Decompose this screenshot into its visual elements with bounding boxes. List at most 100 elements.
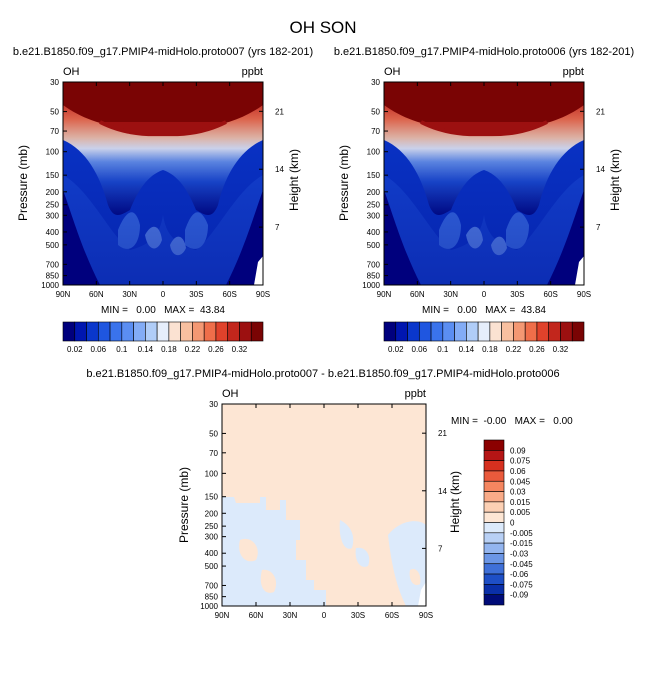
colorbar-label: 0.02 [67,345,83,354]
colorbar-label: 0.32 [232,345,248,354]
panel-2-height-tick-labels: 21 14 7 [580,107,605,232]
panel-3-plot-area [222,404,426,606]
y-tick-label: 100 [367,148,381,157]
x-tick-label: 60N [249,611,264,620]
colorbar-swatch [168,321,181,342]
y-tick-label: 500 [46,241,60,250]
colorbar-swatch [156,321,170,342]
colorbar-label: 0.045 [510,477,531,486]
panel-1: b.e21.B1850.f09_g17.PMIP4-midHolo.proto0… [13,46,313,354]
y-tick-label: 70 [50,127,59,136]
x-tick-label: 0 [322,611,327,620]
colorbar-label: 0.03 [510,488,526,497]
height-tick-label: 21 [596,107,605,116]
x-tick-label: 60S [385,611,399,620]
y-tick-label: 850 [367,272,381,281]
x-tick-label: 0 [161,290,166,299]
panel-2-var-label: OH [384,66,401,78]
colorbar-swatch [501,321,514,342]
colorbar-swatch [227,321,240,342]
panel-2-y-axis-label: Pressure (mb) [337,145,351,221]
y-tick-label: 850 [46,272,60,281]
colorbar-swatch [483,501,505,513]
colorbar-swatch [483,450,505,461]
y-tick-label: 250 [205,522,219,531]
panel-3-title: b.e21.B1850.f09_g17.PMIP4-midHolo.proto0… [86,368,559,380]
colorbar-swatch [430,321,444,342]
y-tick-label: 100 [46,148,60,157]
colorbar-label: -0.09 [510,591,529,600]
x-tick-label: 30N [283,611,298,620]
colorbar-swatch [548,321,561,342]
colorbar-label: 0.015 [510,498,531,507]
x-tick-label: 90N [377,290,392,299]
colorbar-swatch [477,321,491,342]
x-tick-label: 90S [419,611,433,620]
y-tick-label: 70 [209,449,218,458]
colorbar-label: -0.045 [510,560,533,569]
colorbar-swatch [145,321,158,342]
y-tick-label: 1000 [200,602,218,611]
x-tick-label: 30N [122,290,137,299]
panel-1-minmax: MIN = 0.00 MAX = 43.84 [101,305,225,316]
panel-2-height-axis-label: Height (km) [608,149,622,211]
height-tick-label: 21 [275,107,284,116]
colorbar-label: 0.18 [161,345,177,354]
panel-1-units-label: ppbt [242,66,263,78]
panel-1-height-tick-labels: 21 14 7 [259,107,284,232]
panel-3-y-axis-label: Pressure (mb) [177,467,191,543]
colorbar-swatch [121,321,134,342]
colorbar-swatch [483,573,505,585]
colorbar-label: 0.06 [510,467,526,476]
colorbar-label: -0.03 [510,549,529,558]
panel-2: b.e21.B1850.f09_g17.PMIP4-midHolo.proto0… [334,46,634,354]
y-tick-label: 700 [46,260,60,269]
y-tick-label: 300 [46,211,60,220]
colorbar-swatch [109,321,123,342]
panel-3-colorbar: 0.090.0750.060.0450.030.0150.0050-0.005-… [483,439,533,606]
colorbar-label: -0.06 [510,570,529,579]
height-tick-label: 7 [438,544,443,553]
x-tick-label: 90S [577,290,591,299]
colorbar-label: 0 [510,519,515,528]
y-tick-label: 30 [209,400,218,409]
y-tick-label: 250 [46,201,60,210]
colorbar-swatch [395,321,408,342]
y-tick-label: 50 [371,108,380,117]
height-tick-label: 7 [275,223,280,232]
colorbar-swatch [180,321,193,342]
y-tick-label: 850 [205,593,219,602]
colorbar-label: 0.22 [506,345,522,354]
colorbar-swatch [483,594,505,606]
colorbar-swatch [536,321,550,342]
x-tick-label: 60S [544,290,558,299]
x-tick-label: 0 [482,290,487,299]
x-tick-label: 30S [189,290,203,299]
colorbar-swatch [483,553,505,565]
colorbar-swatch [571,321,585,342]
colorbar-swatch [407,321,420,342]
colorbar-label: 0.09 [510,446,526,455]
colorbar-swatch [86,321,99,342]
colorbar-swatch [483,439,505,451]
colorbar-swatch [215,321,229,342]
colorbar-swatch [483,480,505,492]
colorbar-swatch [383,321,397,342]
y-tick-label: 700 [367,260,381,269]
y-tick-label: 300 [205,533,219,542]
y-tick-label: 50 [50,108,59,117]
colorbar-swatch [192,321,205,342]
y-tick-label: 500 [367,241,381,250]
x-tick-label: 30N [443,290,458,299]
panel-2-colorbar: 0.02 0.06 0.1 0.14 0.18 0.22 0.26 0.32 [383,321,585,354]
colorbar-swatch [524,321,538,342]
x-tick-label: 90N [56,290,71,299]
height-tick-label: 14 [596,165,605,174]
panel-2-title: b.e21.B1850.f09_g17.PMIP4-midHolo.proto0… [334,46,634,58]
colorbar-swatch [513,321,526,342]
panel-1-plot-area [63,82,263,285]
